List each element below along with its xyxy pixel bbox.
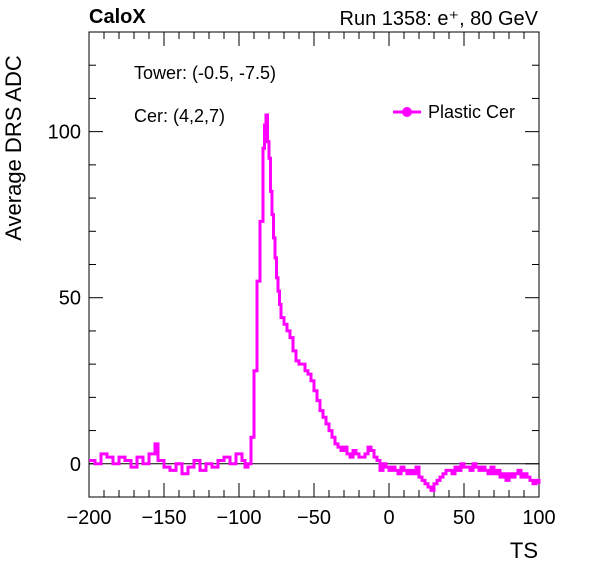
- legend-marker: [393, 107, 421, 117]
- x-tick-label: −150: [141, 507, 186, 529]
- x-tick-label: 50: [453, 507, 475, 529]
- x-tick-label: −200: [66, 507, 111, 529]
- x-tick-label: −100: [216, 507, 261, 529]
- y-tick-label: 0: [70, 454, 81, 476]
- x-tick-label: −50: [297, 507, 331, 529]
- brand-label: CaloX: [89, 6, 146, 28]
- x-axis-label: TS: [509, 538, 538, 563]
- y-tick-label: 100: [48, 122, 81, 144]
- tick-group: [88, 31, 540, 498]
- legend: Plastic Cer: [392, 101, 515, 123]
- y-tick-label: 50: [59, 288, 81, 310]
- run-info-label: Run 1358: e⁺, 80 GeV: [339, 8, 538, 30]
- series-line-plastic-cer: [89, 113, 541, 492]
- legend-entry-label: Plastic Cer: [428, 101, 516, 122]
- tick-label-group: −200 −150 −100 −50 0 50 100 0 50 100: [48, 122, 556, 529]
- x-tick-label: 100: [522, 507, 555, 529]
- tower-annotation: Tower: (-0.5, -7.5): [134, 63, 277, 83]
- x-tick-label: 0: [383, 507, 394, 529]
- y-axis-label: Average DRS ADC: [1, 55, 26, 241]
- cer-annotation: Cer: (4,2,7): [134, 106, 226, 126]
